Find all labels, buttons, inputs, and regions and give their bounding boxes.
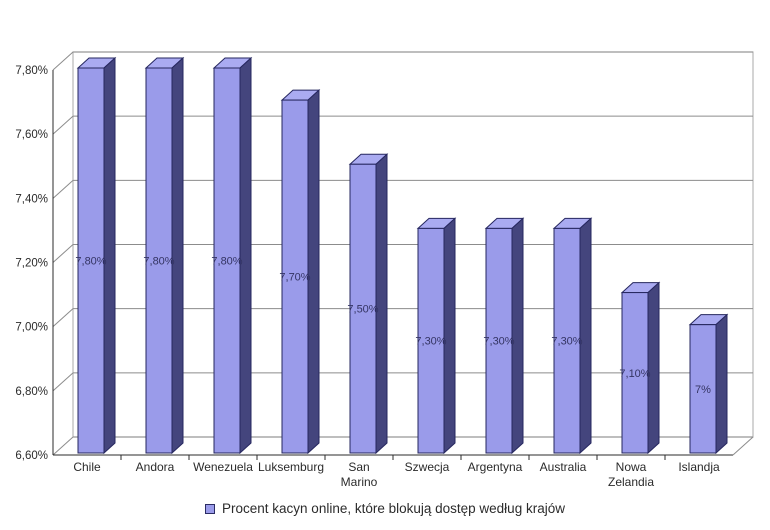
x-axis-category-label: Marino (341, 475, 378, 489)
bar-chile (77, 67, 105, 454)
y-tick-line (52, 244, 74, 263)
bar-value-label: 7,80% (211, 256, 242, 268)
bar-szwecja (417, 227, 445, 454)
y-axis-tick-label: 7,60% (15, 129, 48, 141)
bar-value-label: 7,30% (415, 336, 446, 348)
floor-right-edge (732, 436, 754, 456)
bar-argentyna (485, 227, 513, 454)
bar-andora (145, 67, 173, 454)
bar-value-label: 7,30% (483, 336, 514, 348)
x-axis-category-label: Argentyna (468, 460, 523, 474)
y-axis-tick-label: 7,40% (15, 193, 48, 205)
y-axis-tick-label: 7,20% (15, 258, 48, 270)
legend: Procent kacyn online, które blokują dost… (0, 501, 770, 516)
bar-value-label: 7,10% (619, 368, 650, 380)
y-tick-line (52, 51, 74, 71)
bar-value-label: 7% (695, 384, 711, 396)
x-axis-category-label: Szwecja (405, 460, 450, 474)
bar-value-label: 7,80% (143, 256, 174, 268)
y-tick-line (52, 372, 74, 392)
x-axis-category-label: Andora (136, 460, 175, 474)
bar-australia (553, 227, 581, 454)
y-tick-line (52, 436, 74, 456)
bar-value-label: 7,50% (347, 304, 378, 316)
legend-marker-icon (205, 503, 216, 514)
bar-luksemburg (281, 99, 309, 454)
x-axis-category-label: Zelandia (608, 475, 654, 489)
y-axis-tick-label: 6,80% (15, 386, 48, 398)
y-tick-line (52, 115, 74, 135)
legend-label: Procent kacyn online, które blokują dost… (222, 501, 565, 516)
y-axis-tick-label: 7,80% (15, 65, 48, 77)
bar-nowa-zelandia (621, 292, 649, 454)
x-axis-category-label: Wenezuela (193, 460, 253, 474)
x-axis-category-label: San (348, 460, 369, 474)
bar-wenezuela (213, 67, 241, 454)
bar-san-marino (349, 163, 377, 454)
y-tick-line (52, 179, 74, 199)
x-axis-category-label: Nowa (616, 460, 647, 474)
x-axis-category-label: Islandja (678, 460, 720, 474)
bar-value-label: 7,70% (279, 272, 310, 284)
x-axis-category-label: Luksemburg (258, 460, 324, 474)
y-axis-tick-label: 7,00% (15, 322, 48, 334)
bar-side-face (715, 313, 728, 455)
bar-islandja (689, 324, 717, 454)
x-axis-category-label: Australia (540, 460, 587, 474)
bar-value-label: 7,30% (551, 336, 582, 348)
bar-value-label: 7,80% (75, 256, 106, 268)
x-axis-category-label: Chile (73, 460, 101, 474)
y-tick-line (52, 308, 74, 328)
y-axis-tick-label: 6,60% (15, 450, 48, 462)
